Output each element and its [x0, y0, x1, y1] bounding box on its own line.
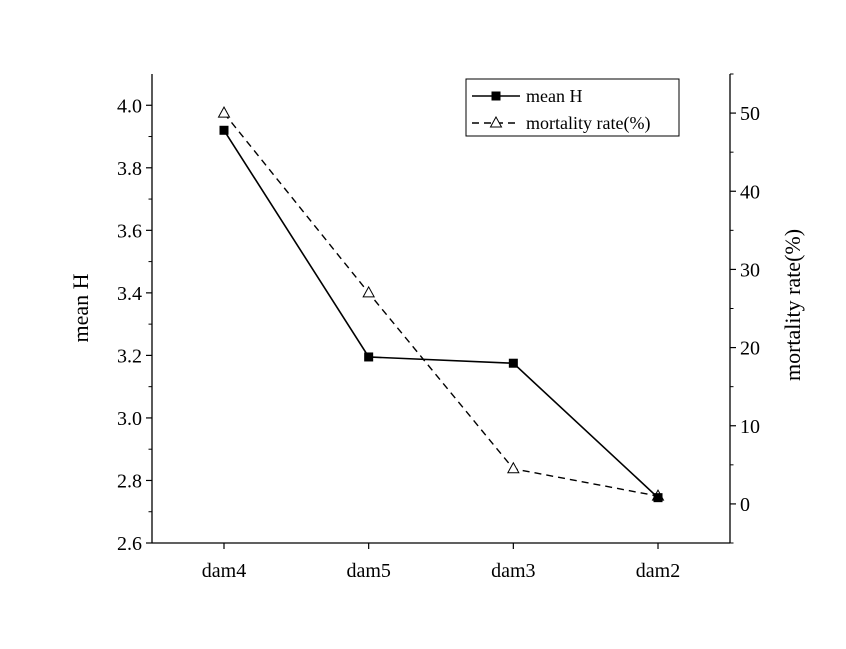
left-tick-label: 3.0	[117, 408, 142, 430]
right-tick-label: 40	[740, 181, 760, 203]
x-tick-label: dam5	[346, 560, 390, 582]
legend-label-mortality: mortality rate(%)	[526, 113, 650, 134]
legend-marker-mean-h	[491, 91, 501, 101]
legend-marker-mortality	[489, 115, 503, 128]
x-tick-label: dam3	[491, 560, 535, 582]
mortality-rate-point	[506, 461, 520, 474]
right-y-axis: 0 10 20 30 40 50	[730, 73, 760, 544]
left-tick-label: 3.2	[117, 345, 142, 367]
right-y-axis-title: mortality rate(%)	[780, 229, 805, 381]
left-tick-label: 2.8	[117, 470, 142, 492]
mean-h-point	[653, 493, 663, 503]
right-tick-label: 20	[740, 338, 760, 360]
right-tick-label: 50	[740, 103, 760, 125]
x-axis: dam4 dam5 dam3 dam2	[202, 543, 680, 582]
mortality-rate-point	[217, 106, 231, 118]
legend-label-mean-h: mean H	[526, 86, 582, 106]
mean-h-point	[508, 358, 518, 368]
left-tick-label: 2.6	[117, 533, 142, 555]
x-tick-label: dam4	[202, 560, 246, 582]
left-tick-label: 3.6	[117, 220, 142, 242]
left-y-axis-title: mean H	[68, 273, 93, 342]
right-tick-label: 0	[740, 494, 750, 516]
left-y-axis: 2.6 2.8 3.0 3.2 3.4 3.6 3.8 4.0	[117, 95, 152, 555]
right-tick-label: 10	[740, 416, 760, 438]
left-tick-label: 3.8	[117, 158, 142, 180]
mortality-rate-point	[362, 285, 376, 298]
mortality-rate-line	[223, 112, 659, 497]
left-tick-label: 4.0	[117, 95, 142, 117]
left-tick-label: 3.4	[117, 283, 142, 305]
plot-frame	[151, 74, 731, 544]
legend: mean H mortality rate(%)	[465, 78, 680, 137]
right-tick-label: 30	[740, 259, 760, 281]
series-layer	[217, 106, 665, 503]
mean-h-point	[219, 125, 229, 135]
mean-h-line	[223, 129, 659, 499]
mean-h-point	[364, 352, 374, 362]
x-tick-label: dam2	[636, 560, 680, 582]
